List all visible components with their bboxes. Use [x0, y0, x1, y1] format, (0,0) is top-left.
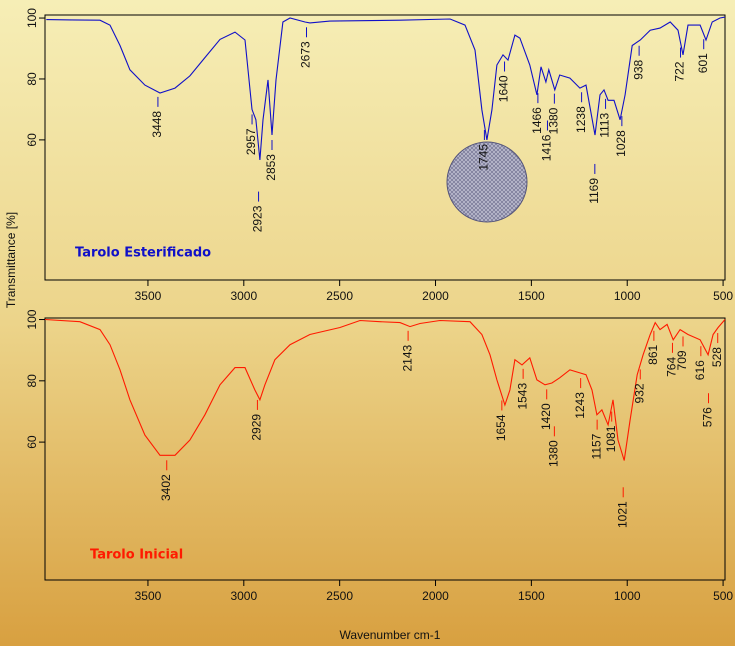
y-tick-label: 60	[25, 435, 39, 449]
peak-label: 722	[673, 61, 687, 81]
y-tick-label: 80	[25, 72, 39, 86]
peak-label: 1157	[589, 433, 603, 459]
peak-label: 1416	[540, 134, 554, 161]
peak-label: 528	[710, 347, 724, 367]
peak-label: 2957	[244, 128, 258, 155]
peak-label: 1543	[515, 383, 529, 410]
x-tick-label: 2500	[326, 589, 353, 603]
x-tick-label: 1500	[518, 589, 545, 603]
peak-label: 2853	[264, 154, 278, 181]
peak-label: 764	[665, 357, 679, 377]
peak-label: 1640	[497, 75, 511, 102]
peak-label: 1169	[587, 178, 601, 204]
y-tick-label: 80	[25, 374, 39, 388]
peak-label: 1081	[604, 425, 618, 452]
x-tick-label: 1000	[614, 289, 641, 303]
spectrum-line	[44, 318, 726, 461]
peak-label: 1113	[598, 113, 612, 138]
peak-label: 2923	[251, 205, 265, 232]
x-tick-label: 3000	[230, 289, 257, 303]
peak-label: 1420	[539, 403, 553, 430]
x-tick-label: 3000	[230, 589, 257, 603]
x-tick-label: 3500	[135, 289, 162, 303]
peak-label: 2673	[299, 41, 313, 68]
highlight-circle	[446, 141, 528, 223]
x-tick-label: 1000	[614, 589, 641, 603]
peak-label: 1745	[477, 144, 491, 171]
y-tick-label: 60	[25, 133, 39, 147]
x-tick-label: 500	[713, 289, 733, 303]
x-axis-label: Wavenumber cm-1	[340, 628, 441, 642]
peak-label: 1654	[494, 414, 508, 441]
panel-label: Tarolo Inicial	[90, 548, 183, 563]
peak-label: 709	[675, 350, 689, 370]
spectrum-line	[46, 16, 726, 161]
peak-label: 1243	[573, 392, 587, 419]
peak-label: 861	[646, 344, 660, 364]
panel-label: Tarolo Esterificado	[75, 246, 211, 261]
y-tick-label: 100	[25, 309, 39, 329]
peak-label: 1380	[547, 440, 561, 467]
plot-frame	[44, 317, 726, 581]
peak-label: 938	[631, 59, 645, 79]
peak-label: 932	[632, 383, 646, 403]
x-tick-label: 1500	[518, 289, 545, 303]
peak-label: 3448	[150, 111, 164, 138]
x-tick-label: 500	[713, 589, 733, 603]
peak-label: 1466	[530, 107, 544, 134]
x-tick-label: 3500	[135, 589, 162, 603]
y-axis-label: Transmittance [%]	[4, 212, 18, 308]
peak-label: 616	[693, 360, 707, 380]
peak-label: 1021	[615, 501, 629, 528]
peak-label: 2929	[250, 414, 264, 441]
x-tick-label: 2000	[422, 589, 449, 603]
peak-label: 2143	[400, 344, 414, 371]
y-tick-label: 100	[25, 8, 39, 28]
peak-label: 1238	[574, 106, 588, 133]
peak-label: 601	[696, 53, 710, 73]
peak-label: 1028	[614, 130, 628, 157]
x-tick-label: 2500	[326, 289, 353, 303]
peak-label: 1380	[547, 107, 561, 134]
x-tick-label: 2000	[422, 289, 449, 303]
peak-label: 576	[701, 407, 715, 427]
peak-label: 3402	[159, 474, 173, 501]
plot-frame	[44, 14, 726, 281]
